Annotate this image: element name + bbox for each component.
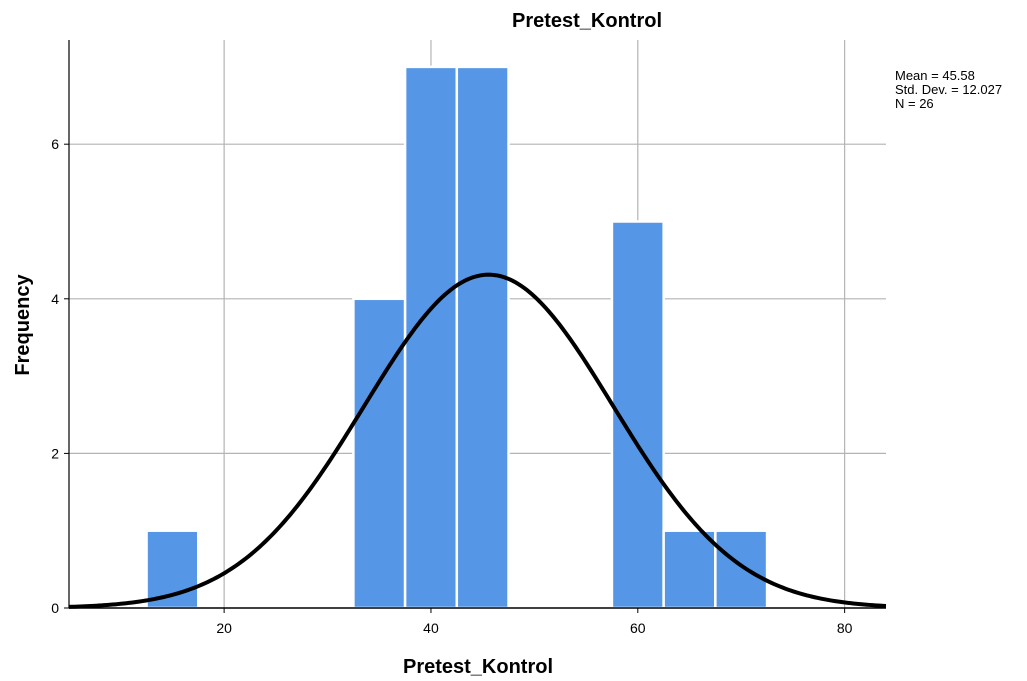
stats-mean: Mean = 45.58: [895, 68, 975, 83]
normal-curve: [68, 272, 887, 609]
x-tick-label: 40: [423, 620, 439, 636]
histogram-bar: [403, 65, 459, 610]
tick-labels: 0 2 4 6 20 40 60 80: [51, 136, 852, 636]
histogram-bar: [662, 529, 717, 610]
axes: [64, 40, 886, 613]
y-tick-label: 4: [51, 291, 59, 307]
histogram-bar: [714, 529, 769, 610]
histogram-bar: [455, 65, 510, 610]
x-axis-label: Pretest_Kontrol: [403, 656, 553, 678]
histogram-bar: [352, 297, 407, 610]
y-axis-label: Frequency: [12, 274, 34, 376]
x-tick-label: 80: [837, 620, 853, 636]
stats-n: N = 26: [895, 96, 934, 111]
y-tick-label: 6: [51, 136, 59, 152]
chart-title: Pretest_Kontrol: [512, 10, 662, 32]
histogram-bars: [145, 65, 769, 610]
stats-std-dev: Std. Dev. = 12.027: [895, 82, 1002, 97]
stats-box: Mean = 45.58 Std. Dev. = 12.027 N = 26: [895, 68, 1002, 111]
x-tick-label: 20: [216, 620, 232, 636]
y-tick-label: 2: [51, 445, 59, 461]
x-tick-label: 60: [630, 620, 646, 636]
y-tick-label: 0: [51, 600, 59, 616]
